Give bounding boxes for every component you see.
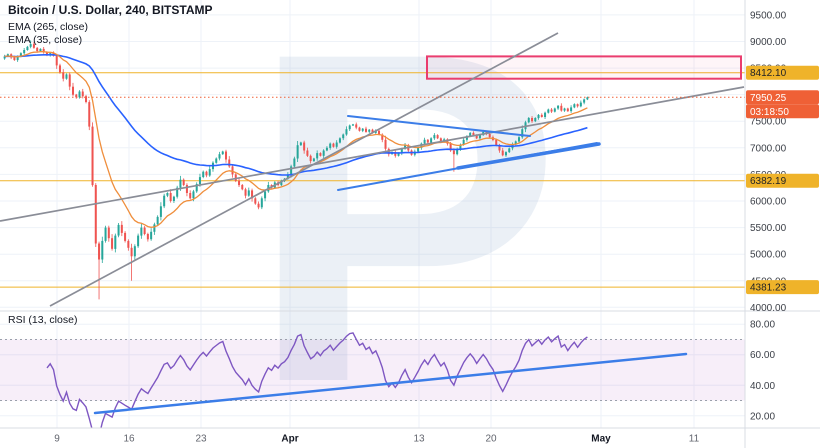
time-label[interactable]: May [591,434,611,445]
trendlines[interactable] [0,32,745,307]
level-6382-tag-background[interactable] [746,173,819,188]
rsi-tick-label: 40.00 [750,381,775,392]
rsi-label[interactable]: RSI (13, close) [8,314,78,326]
level-6382-tag-label: 6382.19 [750,176,787,187]
level-8412-tag-background[interactable] [746,65,819,80]
price-tick-label: 9000.00 [750,37,787,48]
rsi-line[interactable] [46,332,588,437]
price-tick-label: 7500.00 [750,117,787,128]
last-price-tag[interactable]: 7950.25 [746,90,819,105]
time-label[interactable]: 23 [195,434,207,445]
time-label[interactable]: 9 [54,434,60,445]
time-label[interactable]: 20 [485,434,497,445]
price-tick-label: 4000.00 [750,303,787,314]
ema-265-label[interactable]: EMA (265, close) [8,21,88,33]
ema-fast-line[interactable] [4,51,588,228]
price-tick-label: 5000.00 [750,250,787,261]
last-price-tag-background[interactable] [746,90,819,105]
time-label[interactable]: Apr [281,434,298,445]
time-axis-background[interactable] [0,428,820,448]
price-axis-tags[interactable]: 8412.10 7950.25 03:18:50 6382.19 4381.23 [746,65,819,295]
price-tick-label: 6000.00 [750,197,787,208]
level-4381-tag[interactable]: 4381.23 [746,280,819,295]
countdown-tag-background[interactable] [746,104,819,119]
rsi-tick-label: 80.00 [750,320,775,331]
blue-trendline[interactable] [347,115,531,137]
ema-35-label[interactable]: EMA (35, close) [8,34,83,46]
level-6382-tag[interactable]: 6382.19 [746,173,819,188]
gray-trendline[interactable] [49,32,559,307]
rsi-trendline[interactable] [93,352,688,415]
ema-265-legend[interactable]: EMA (265, close) [8,21,88,33]
time-axis-labels[interactable]: 9 16 23 Apr 13 20 May 11 [54,434,699,445]
gray-trendline[interactable] [0,86,745,222]
rsi-pane [0,332,745,437]
ema-35-legend[interactable]: EMA (35, close) [8,34,82,46]
time-label[interactable]: 13 [413,434,425,445]
rsi-band [0,339,745,401]
watermark-letter: P [248,0,562,448]
level-4381-tag-label: 4381.23 [750,283,787,294]
price-tick-label: 7000.00 [750,143,787,154]
level-8412-tag-label: 8412.10 [750,68,787,79]
last-price-tag-label: 7950.25 [750,93,787,104]
time-label[interactable]: 11 [689,434,700,445]
time-label[interactable]: 16 [123,434,135,445]
countdown-tag-label: 03:18:50 [750,107,789,118]
rsi-tick-label: 20.00 [750,411,775,422]
highlight-zone-box[interactable] [426,55,742,80]
price-tick-label: 9500.00 [750,10,787,21]
rsi-tick-label: 60.00 [750,350,775,361]
price-tick-label: 5500.00 [750,223,787,234]
rsi-legend[interactable]: RSI (13, close) [8,314,77,326]
level-lines[interactable] [0,72,745,288]
countdown-tag[interactable]: 03:18:50 [746,104,819,119]
level-8412-tag[interactable]: 8412.10 [746,65,819,80]
symbol-title[interactable]: Bitcoin / U.S. Dollar, 240, BITSTAMP [8,3,213,17]
level-4381-tag-background[interactable] [746,280,819,295]
blue-trendline[interactable] [456,142,601,170]
symbol-legend[interactable]: Bitcoin / U.S. Dollar, 240, BITSTAMP [8,3,212,17]
